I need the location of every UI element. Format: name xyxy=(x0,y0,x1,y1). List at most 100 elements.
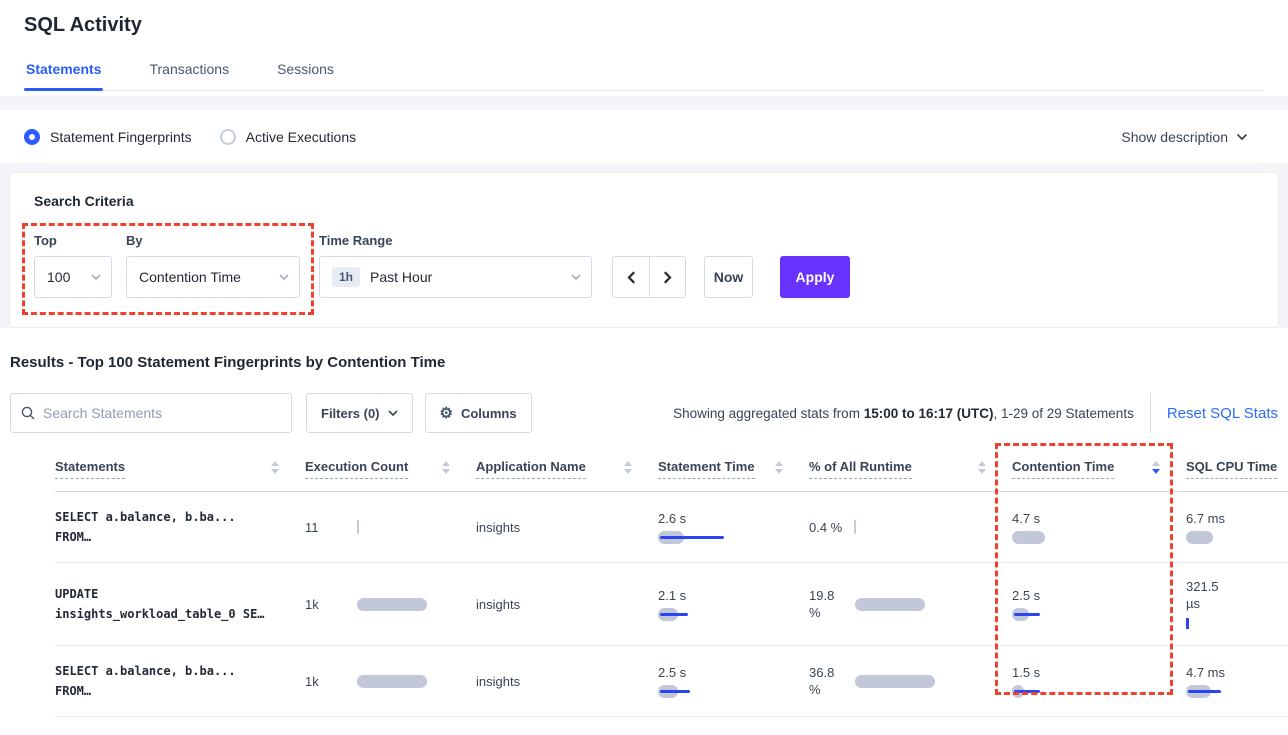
by-select[interactable]: Contention Time xyxy=(126,256,300,298)
table-row: UPDATE insights_workload_table_0 SE… 1k ins… xyxy=(55,563,1288,646)
search-criteria-panel: Search Criteria Top 100 By Contention Ti… xyxy=(9,172,1279,328)
search-statements-box xyxy=(10,393,292,433)
column-header-sql-cpu-time[interactable]: SQL CPU Time xyxy=(1186,459,1288,479)
results-heading: Results - Top 100 Statement Fingerprints… xyxy=(10,354,446,371)
cell-value: 11 xyxy=(305,519,319,535)
radio-unselected-icon xyxy=(219,128,236,145)
filters-button[interactable]: Filters (0) xyxy=(306,393,413,433)
table-cell: 36.8 % xyxy=(809,649,1012,713)
toolbar-divider xyxy=(1149,393,1151,433)
by-label: By xyxy=(126,233,143,248)
column-header-label: Execution Count xyxy=(305,459,409,479)
sort-icon xyxy=(978,461,986,474)
cell-value: 4.7 ms xyxy=(1186,664,1226,680)
column-header-of-all-runtime[interactable]: % of All Runtime xyxy=(809,459,1012,479)
by-select-value: Contention Time xyxy=(139,269,241,285)
radio-label: Statement Fingerprints xyxy=(50,128,192,145)
statement-link[interactable]: UPDATE insights_workload_table_0 SE… xyxy=(55,569,305,639)
chevron-right-icon xyxy=(664,270,672,284)
column-header-application-name[interactable]: Application Name xyxy=(476,459,658,479)
show-description-label: Show description xyxy=(1121,128,1228,145)
radio-active-executions[interactable]: Active Executions xyxy=(219,128,356,145)
tab-transactions[interactable]: Transactions xyxy=(149,61,230,77)
previous-time-button[interactable] xyxy=(613,257,649,297)
value-bar xyxy=(1186,684,1221,698)
top-select-value: 100 xyxy=(47,269,71,285)
column-header-label: Statement Time xyxy=(658,459,755,479)
table-cell: 19.8 % xyxy=(809,572,1012,636)
gear-icon: ⚙ xyxy=(439,404,453,422)
sort-icon xyxy=(442,461,450,474)
statement-link[interactable]: SELECT a.balance, b.ba... FROM… xyxy=(55,646,305,716)
cell-value: 4.7 s xyxy=(1012,510,1041,526)
radio-statement-fingerprints[interactable]: Statement Fingerprints xyxy=(24,128,192,145)
cell-application-name: insights xyxy=(476,519,521,535)
tab-statements[interactable]: Statements xyxy=(24,61,104,91)
show-description-toggle[interactable]: Show description xyxy=(1121,129,1248,145)
time-range-value: Past Hour xyxy=(370,269,433,285)
column-header-execution-count[interactable]: Execution Count xyxy=(305,459,476,479)
table-row: SELECT a.balance, b.ba... FROM… 11 insights… xyxy=(55,492,1288,563)
showing-stats-text: Showing aggregated stats from 15:00 to 1… xyxy=(673,405,1134,421)
value-bar xyxy=(1186,617,1190,630)
chevron-down-icon xyxy=(387,410,398,416)
cell-sql-cpu-time: 6.7 ms xyxy=(1186,496,1288,559)
column-header-statements[interactable]: Statements xyxy=(55,459,305,479)
column-header-label: SQL CPU Time xyxy=(1186,459,1278,479)
radio-selected-icon xyxy=(24,128,40,145)
statements-table: Statements Execution Count Application Nam… xyxy=(20,439,1288,717)
table-cell: 1k xyxy=(305,582,476,627)
top-label: Top xyxy=(34,233,57,248)
reset-sql-stats-link[interactable]: Reset SQL Stats xyxy=(1166,404,1278,422)
cell-sql-cpu-time: 4.7 ms xyxy=(1186,650,1288,713)
columns-button[interactable]: ⚙ Columns xyxy=(424,393,532,433)
cell-value: 2.6 s xyxy=(658,510,687,526)
next-time-button[interactable] xyxy=(649,257,685,297)
time-range-label: Time Range xyxy=(319,233,393,248)
cell-value: 36.8 % xyxy=(809,665,835,697)
statement-text: FROM… xyxy=(55,530,92,544)
column-header-label: % of All Runtime xyxy=(809,459,912,479)
statement-text: SELECT a.balance, b.ba... xyxy=(55,510,236,524)
column-header-contention-time[interactable]: Contention Time xyxy=(1012,459,1186,479)
sort-icon xyxy=(1152,461,1160,474)
value-bar xyxy=(855,674,935,688)
cell-value: 2.5 s xyxy=(1012,587,1041,603)
statement-text: SELECT a.balance, b.ba... xyxy=(55,664,236,678)
cell-contention-time: 1.5 s xyxy=(1012,650,1186,713)
tab-sessions[interactable]: Sessions xyxy=(277,61,334,77)
search-icon xyxy=(21,406,35,420)
value-bar xyxy=(658,607,688,621)
sort-icon xyxy=(624,461,632,474)
cell-statement-time: 2.6 s xyxy=(658,496,809,559)
chevron-down-icon xyxy=(571,274,581,280)
cell-application-name: insights xyxy=(476,596,521,612)
cell-contention-time: 2.5 s xyxy=(1012,573,1186,636)
cell-statement-time: 2.5 s xyxy=(658,650,809,713)
chevron-down-icon xyxy=(91,274,101,280)
statement-link[interactable]: SELECT a.balance, b.ba... FROM… xyxy=(55,492,305,562)
table-header-row: Statements Execution Count Application Nam… xyxy=(55,439,1288,492)
results-toolbar: Filters (0) ⚙ Columns Showing aggregated… xyxy=(10,393,1278,433)
time-range-select[interactable]: 1h Past Hour xyxy=(319,256,592,298)
now-button[interactable]: Now xyxy=(704,256,753,298)
search-statements-input[interactable] xyxy=(43,405,281,421)
tab-bar: Statements Transactions Sessions xyxy=(24,61,1264,91)
app-header: SQL Activity Statements Transactions Ses… xyxy=(0,0,1288,96)
statement-text: insights_workload_table_0 SE… xyxy=(55,607,265,621)
chevron-left-icon xyxy=(626,270,635,284)
cell-value: 1k xyxy=(305,596,319,612)
column-header-label: Statements xyxy=(55,459,126,479)
view-mode-bar: Statement Fingerprints Active Executions… xyxy=(0,110,1288,163)
filters-label: Filters (0) xyxy=(321,405,380,421)
apply-button[interactable]: Apply xyxy=(780,256,850,298)
statement-text: UPDATE xyxy=(55,587,99,601)
value-bar xyxy=(357,597,427,611)
column-header-statement-time[interactable]: Statement Time xyxy=(658,459,809,479)
cell-sql-cpu-time: 321.5 µs xyxy=(1186,563,1288,645)
table-row: SELECT a.balance, b.ba... FROM… 1k insights… xyxy=(55,646,1288,717)
top-select[interactable]: 100 xyxy=(34,256,112,298)
page-title: SQL Activity xyxy=(24,14,142,36)
cell-contention-time: 4.7 s xyxy=(1012,496,1186,559)
value-bar xyxy=(658,530,724,544)
